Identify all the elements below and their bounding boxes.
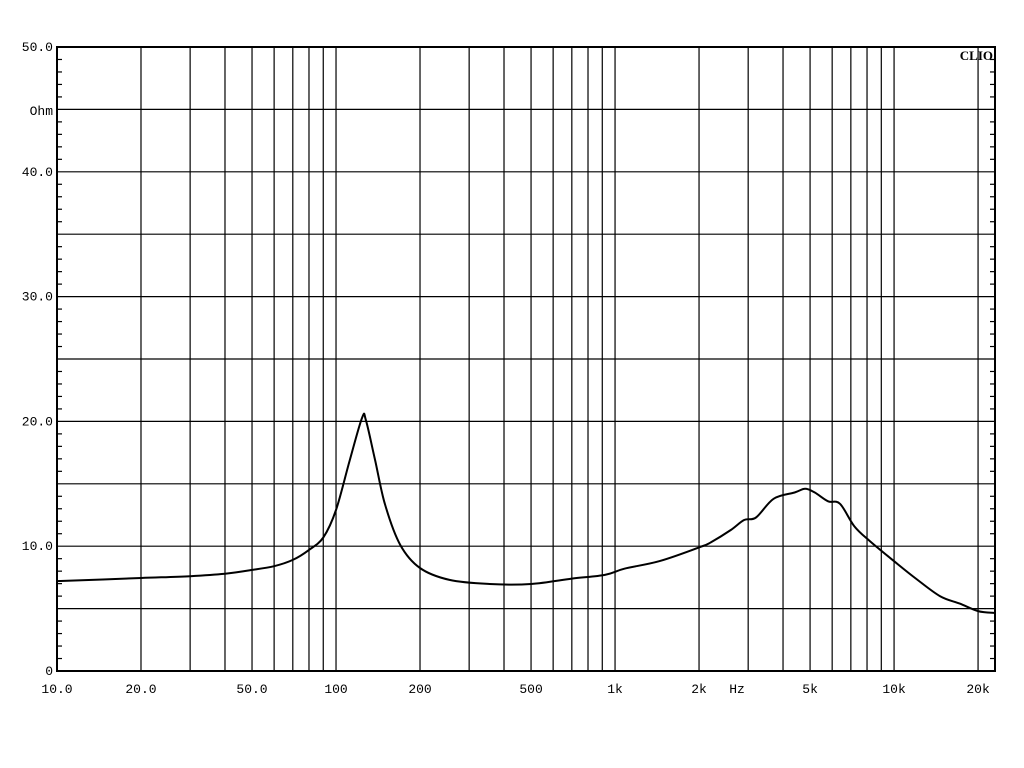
y-tick-label: 10.0 <box>22 539 53 554</box>
x-tick-label: 200 <box>408 682 431 697</box>
x-tick-label: 5k <box>802 682 818 697</box>
y-axis-labels: 50.0 40.0 30.0 20.0 10.0 0 <box>22 40 53 679</box>
y-tick-label: 40.0 <box>22 165 53 180</box>
y-axis-unit: Ohm <box>30 104 54 119</box>
x-tick-label: 10.0 <box>41 682 72 697</box>
x-tick-label: 500 <box>519 682 542 697</box>
y-tick-label: 20.0 <box>22 414 53 429</box>
plot-frame <box>56 46 996 672</box>
x-tick-label: 10k <box>882 682 906 697</box>
x-tick-label: 1k <box>607 682 623 697</box>
y-tick-label: 0 <box>45 664 53 679</box>
x-axis-labels: 10.0 20.0 50.0 100 200 500 1k 2k 5k 10k 20k <box>41 682 990 697</box>
grid <box>57 47 995 671</box>
y-tick-label: 30.0 <box>22 290 53 305</box>
x-tick-label: 2k <box>691 682 707 697</box>
impedance-curve <box>56 412 996 614</box>
x-axis-unit: Hz <box>729 682 745 697</box>
x-tick-label: 50.0 <box>236 682 267 697</box>
y-tick-label: 50.0 <box>22 40 53 55</box>
x-tick-label: 100 <box>324 682 347 697</box>
brand-label: CLIO <box>960 48 993 63</box>
x-tick-label: 20k <box>966 682 990 697</box>
x-tick-label: 20.0 <box>125 682 156 697</box>
